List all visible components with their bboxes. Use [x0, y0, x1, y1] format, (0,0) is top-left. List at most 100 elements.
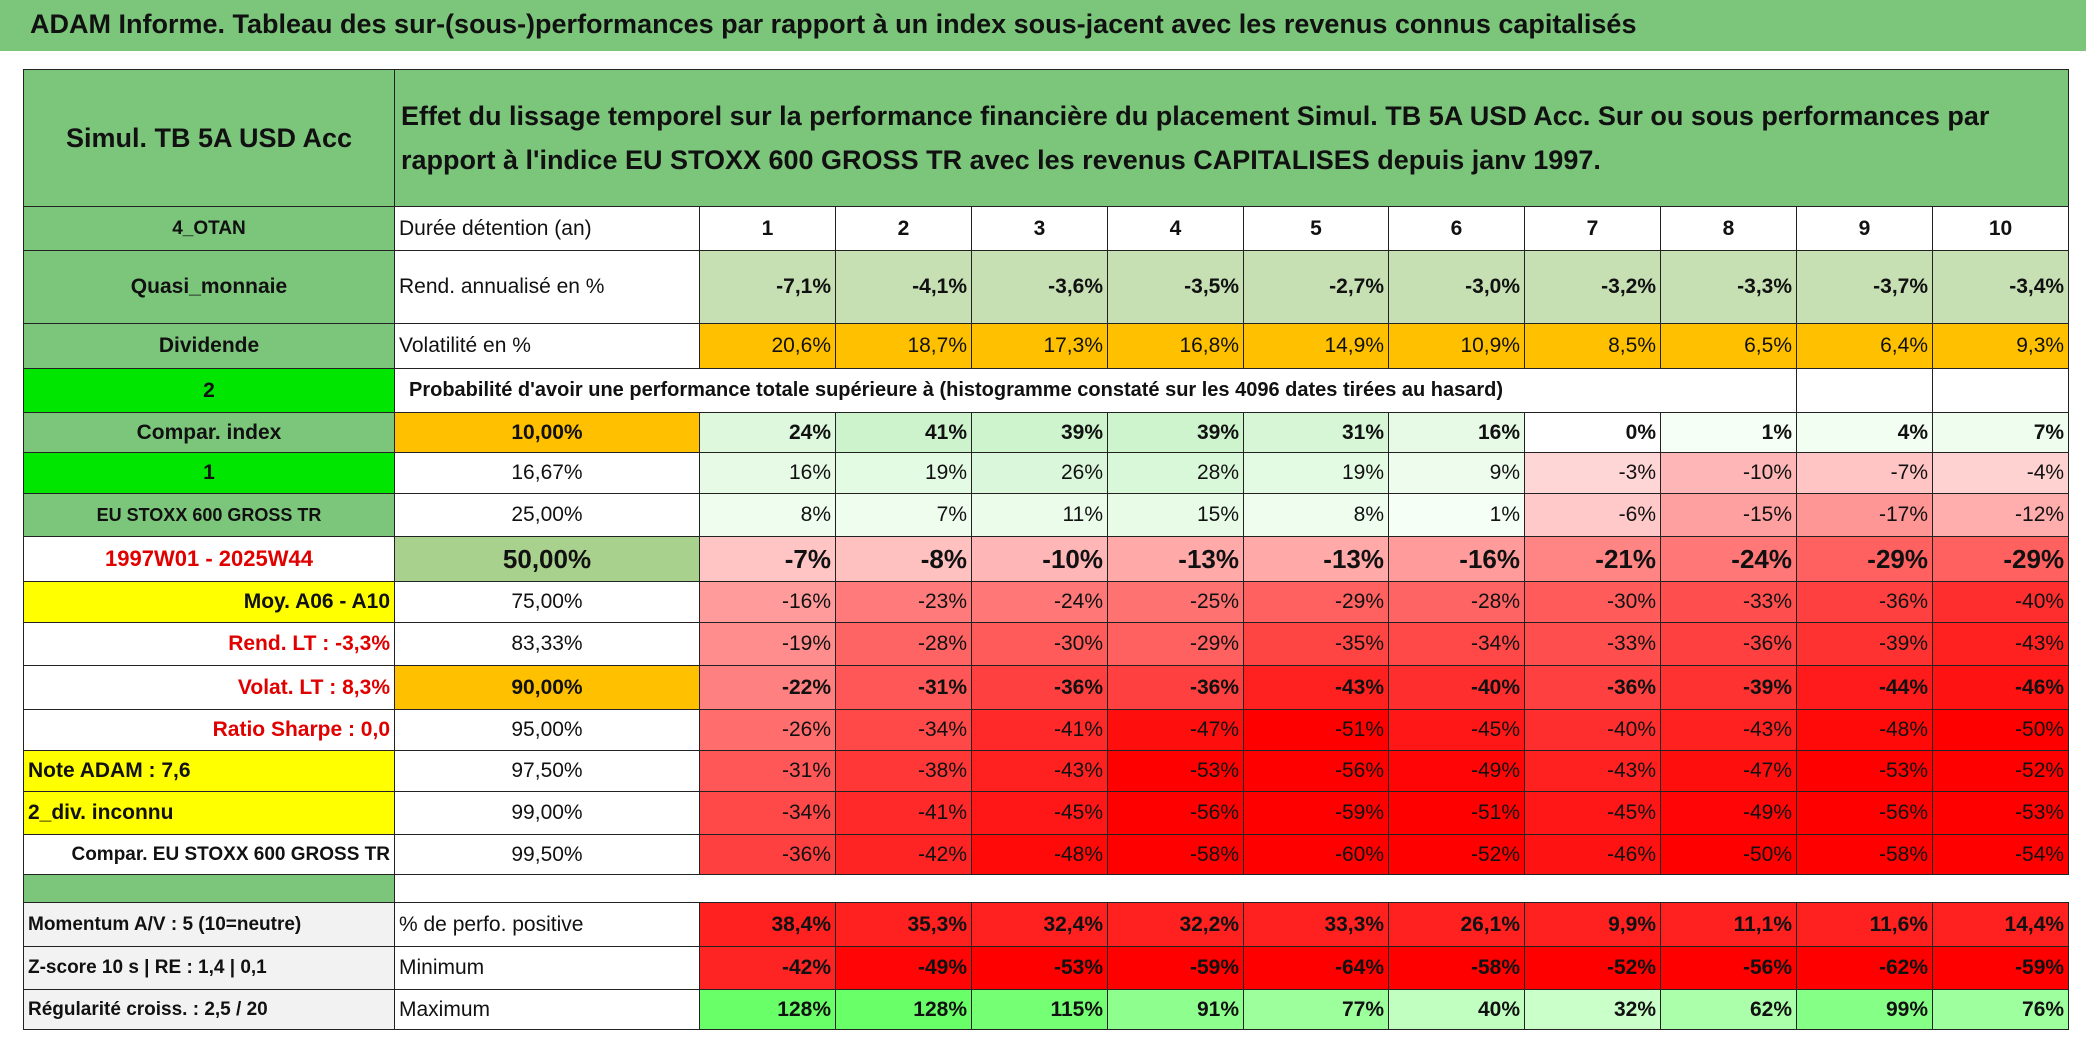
value-cell: -59% — [1931, 946, 2070, 990]
value-cell: -34% — [835, 709, 972, 751]
value-cell: -58% — [1796, 834, 1933, 875]
value-cell: -35% — [1243, 622, 1389, 666]
table-row: Moy. A06 - A10 75,00% -16% -23% -24% -25% -29%… — [23, 581, 2070, 623]
value-cell: -47% — [1107, 709, 1244, 751]
value-cell: -36% — [1107, 665, 1244, 710]
value-cell: 62% — [1660, 989, 1797, 1030]
value-cell: 7% — [835, 493, 972, 537]
row-label: Compar. index — [23, 412, 395, 453]
value-cell: -59% — [1107, 946, 1244, 990]
value-cell: -40% — [1388, 665, 1525, 710]
value-cell: -36% — [971, 665, 1108, 710]
value-cell: -36% — [1660, 622, 1797, 666]
value-cell: -7% — [699, 536, 836, 582]
row-label: Moy. A06 - A10 — [23, 581, 395, 623]
value-cell: -43% — [1931, 622, 2070, 666]
value-cell: -29% — [1931, 536, 2070, 582]
row-label: Régularité croiss. : 2,5 / 20 — [23, 989, 395, 1030]
row-sub: 95,00% — [394, 709, 700, 751]
table-row: EU STOXX 600 GROSS TR 25,00% 8% 7% 11% 15% 8% 1… — [23, 493, 2070, 537]
value-cell: -59% — [1243, 791, 1389, 835]
value-cell: 5 — [1243, 206, 1389, 251]
table-row: Momentum A/V : 5 (10=neutre)% de perfo. … — [23, 902, 2070, 947]
value-cell: -36% — [1524, 665, 1661, 710]
value-cell: -19% — [699, 622, 836, 666]
value-cell: -31% — [835, 665, 972, 710]
value-cell: -13% — [1243, 536, 1389, 582]
value-cell: -48% — [971, 834, 1108, 875]
value-cell: 99% — [1796, 989, 1933, 1030]
value-cell: -52% — [1388, 834, 1525, 875]
value-cell: 0% — [1524, 412, 1661, 453]
row-sub: % de perfo. positive — [394, 902, 700, 947]
value-cell: 8% — [1243, 493, 1389, 537]
value-cell: 7% — [1931, 412, 2070, 453]
value-cell: -42% — [699, 946, 836, 990]
value-cell: 32,2% — [1107, 902, 1244, 947]
value-cell: -3,7% — [1796, 250, 1933, 324]
table-row: Ratio Sharpe : 0,0 95,00% -26% -34% -41% -47%… — [23, 709, 2070, 751]
row-label: Quasi_monnaie — [23, 250, 395, 324]
row-label: Dividende — [23, 323, 395, 369]
row-sub: 99,50% — [394, 834, 700, 875]
value-cell: 19% — [835, 452, 972, 494]
value-cell: -54% — [1931, 834, 2070, 875]
value-cell: -15% — [1660, 493, 1797, 537]
value-cell: 11% — [971, 493, 1108, 537]
header-left: Simul. TB 5A USD Acc — [23, 69, 395, 207]
value-cell: -3,0% — [1388, 250, 1525, 324]
value-cell: -51% — [1243, 709, 1389, 751]
value-cell: 33,3% — [1243, 902, 1389, 947]
value-cell: -42% — [835, 834, 972, 875]
value-cell: 39% — [1107, 412, 1244, 453]
value-cell: -29% — [1796, 536, 1933, 582]
table-row: 4_OTAN Durée détention (an) 1 2 3 4 5 6 7 8 9 10 — [23, 206, 2070, 251]
value-cell: 20,6% — [699, 323, 836, 369]
value-cell: 8,5% — [1524, 323, 1661, 369]
value-cell: -3,6% — [971, 250, 1108, 324]
value-cell: 26% — [971, 452, 1108, 494]
value-cell: -10% — [971, 536, 1108, 582]
value-cell: -8% — [835, 536, 972, 582]
value-cell: -40% — [1931, 581, 2070, 623]
value-cell: -3,5% — [1107, 250, 1244, 324]
value-cell: 1% — [1388, 493, 1525, 537]
value-cell: -7,1% — [699, 250, 836, 324]
value-cell: -50% — [1660, 834, 1797, 875]
value-cell: -16% — [699, 581, 836, 623]
value-cell: 7 — [1524, 206, 1661, 251]
table-row: Régularité croiss. : 2,5 / 20 Maximum 128%… — [23, 989, 2070, 1030]
value-cell: -3% — [1524, 452, 1661, 494]
value-cell: 6,4% — [1796, 323, 1933, 369]
row-label: Z-score 10 s | RE : 1,4 | 0,1 — [23, 946, 395, 990]
value-cell: -41% — [835, 791, 972, 835]
value-cell: 16,8% — [1107, 323, 1244, 369]
value-cell: 26,1% — [1388, 902, 1525, 947]
row-label: Volat. LT : 8,3% — [23, 665, 395, 710]
value-cell: -30% — [1524, 581, 1661, 623]
value-cell: 1% — [1660, 412, 1797, 453]
value-cell: 16% — [699, 452, 836, 494]
value-cell: -33% — [1524, 622, 1661, 666]
value-cell: -33% — [1660, 581, 1797, 623]
row-label: 2_div. inconnu — [23, 791, 395, 835]
row-label: Momentum A/V : 5 (10=neutre) — [23, 902, 395, 947]
value-cell: -10% — [1660, 452, 1797, 494]
table-wrap: Simul. TB 5A USD Acc Effet du lissage te… — [23, 69, 2070, 1030]
table-row: Quasi_monnaie Rend. annualisé en % -7,1% -4… — [23, 250, 2070, 324]
table-row: 1 16,67% 16% 19% 26% 28% 19% 9% -3% -10% -7% -4% — [23, 452, 2070, 494]
value-cell: 14,9% — [1243, 323, 1389, 369]
row-sub: 25,00% — [394, 493, 700, 537]
value-cell: 39% — [971, 412, 1108, 453]
row-label: 2 — [23, 368, 395, 413]
empty-cell — [1931, 368, 2070, 413]
spacer-cell — [394, 874, 2069, 903]
row-sub: 10,00% — [394, 412, 700, 453]
value-cell: -58% — [1388, 946, 1525, 990]
perf-table: Simul. TB 5A USD Acc Effet du lissage te… — [23, 69, 2070, 1030]
row-sub: 83,33% — [394, 622, 700, 666]
value-cell: 32,4% — [971, 902, 1108, 947]
table-row: Note ADAM : 7,6 97,50% -31% -38% -43% -53% -56… — [23, 750, 2070, 792]
value-cell: -53% — [1931, 791, 2070, 835]
